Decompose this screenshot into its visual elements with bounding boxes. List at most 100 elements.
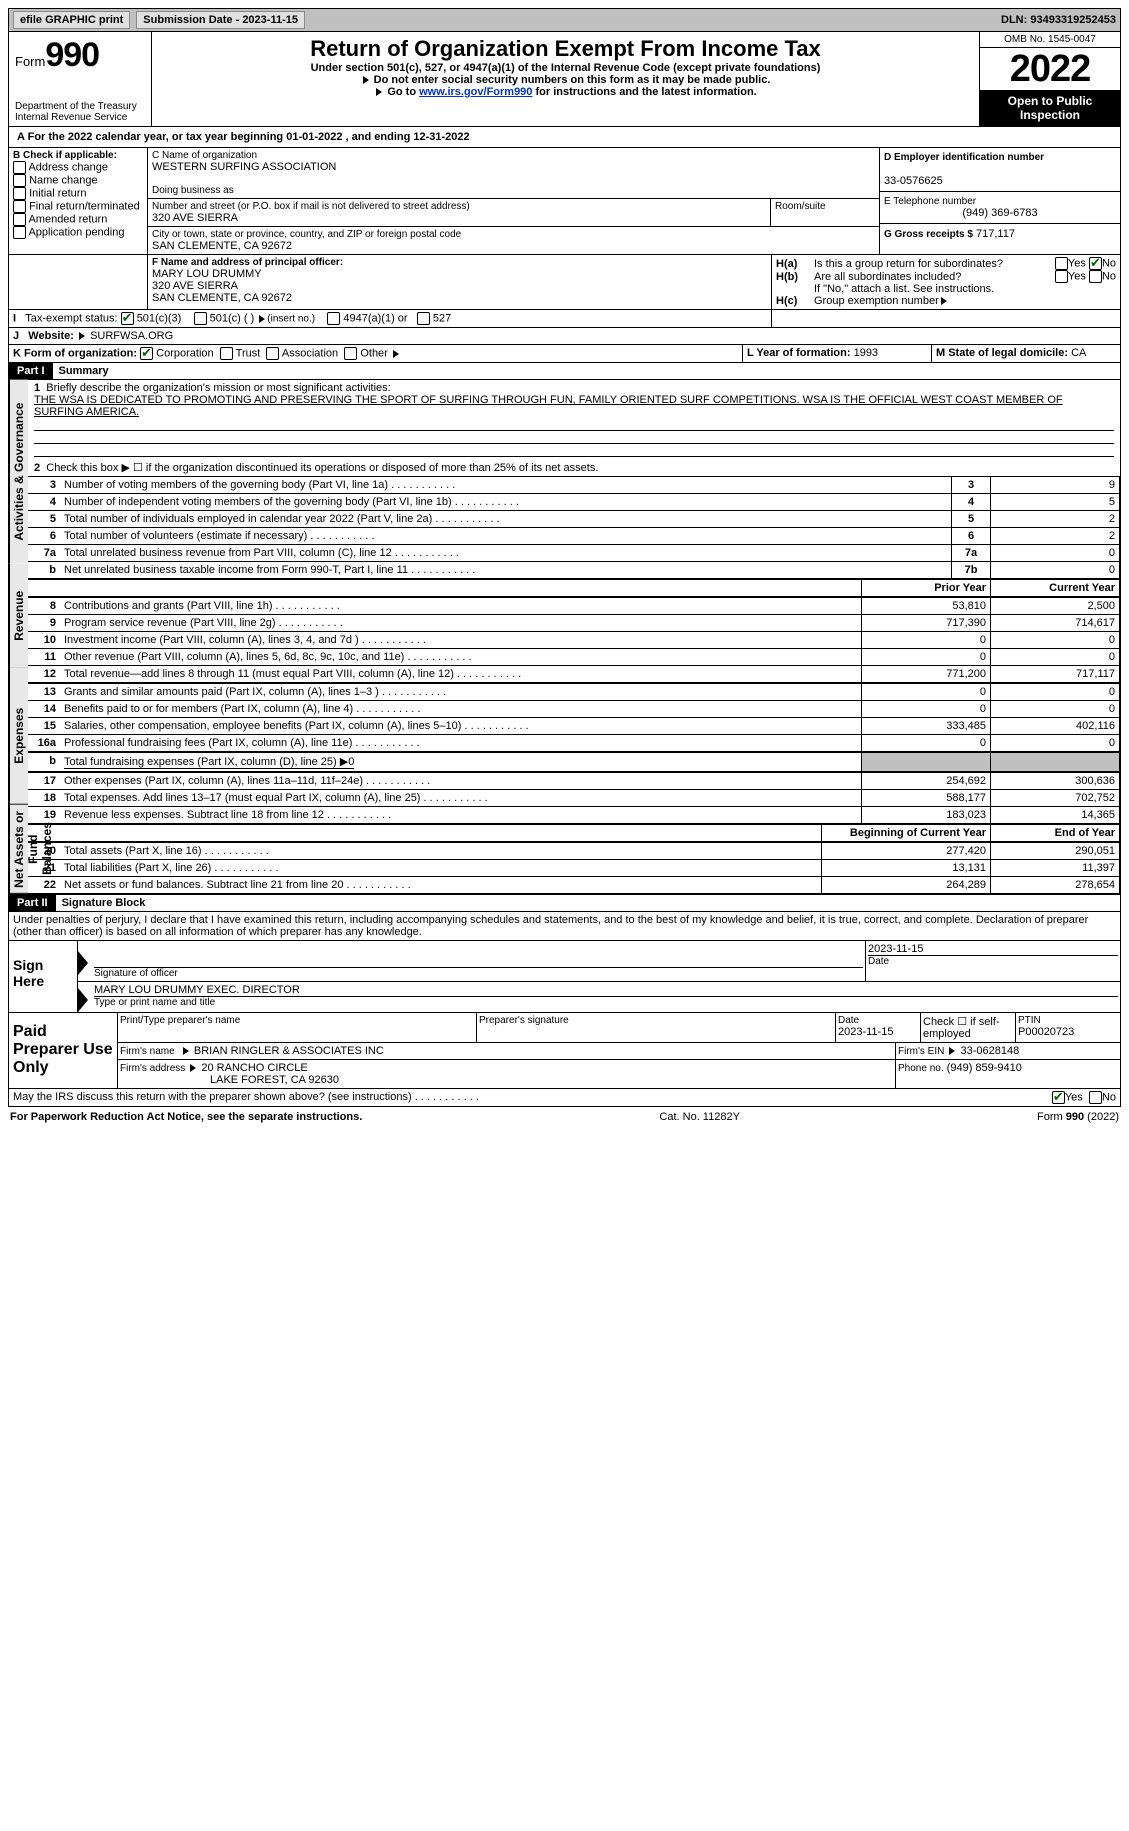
phone-label: E Telephone number bbox=[884, 196, 1116, 207]
officer-block: F Name and address of principal officer:… bbox=[8, 255, 1121, 310]
h-b-note: If "No," attach a list. See instructions… bbox=[776, 283, 1116, 295]
table-row: 22Net assets or fund balances. Subtract … bbox=[28, 877, 1120, 894]
ein-value: 33-0576625 bbox=[884, 175, 1116, 187]
gross-receipts-label: G Gross receipts $ bbox=[884, 229, 973, 240]
table-row: 3Number of voting members of the governi… bbox=[28, 477, 1120, 494]
firm-phone: (949) 859-9410 bbox=[947, 1062, 1022, 1074]
part1-body: Activities & Governance Revenue Expenses… bbox=[8, 380, 1121, 895]
assoc-checkbox[interactable] bbox=[266, 347, 279, 360]
table-row: 12Total revenue—add lines 8 through 11 (… bbox=[28, 666, 1120, 683]
discuss-line: May the IRS discuss this return with the… bbox=[8, 1089, 1121, 1107]
tax-year: 2022 bbox=[980, 48, 1120, 90]
501c-checkbox[interactable] bbox=[194, 312, 207, 325]
date-label: Date bbox=[868, 955, 1118, 967]
table-row: 14Benefits paid to or for members (Part … bbox=[28, 701, 1120, 718]
check-application-pending[interactable]: Application pending bbox=[13, 226, 143, 239]
501c3-checkbox[interactable] bbox=[121, 312, 134, 325]
527-checkbox[interactable] bbox=[417, 312, 430, 325]
officer-name: MARY LOU DRUMMY bbox=[152, 268, 767, 280]
firm-name: BRIAN RINGLER & ASSOCIATES INC bbox=[194, 1045, 384, 1057]
submission-date-button[interactable]: Submission Date - 2023-11-15 bbox=[136, 11, 305, 29]
revenue-table: 8Contributions and grants (Part VIII, li… bbox=[28, 597, 1120, 683]
table-row: 16aProfessional fundraising fees (Part I… bbox=[28, 735, 1120, 752]
table-row: 8Contributions and grants (Part VIII, li… bbox=[28, 598, 1120, 615]
ein-label: D Employer identification number bbox=[884, 152, 1116, 163]
netassets-table: 20Total assets (Part X, line 16)277,4202… bbox=[28, 842, 1120, 894]
arrow-icon bbox=[376, 88, 382, 96]
ha-no-checkbox[interactable] bbox=[1089, 257, 1102, 270]
hb-yes-checkbox[interactable] bbox=[1055, 270, 1068, 283]
line1-label: Briefly describe the organization's miss… bbox=[46, 382, 390, 394]
sign-here-label: Sign Here bbox=[9, 941, 78, 1012]
corp-checkbox[interactable] bbox=[140, 347, 153, 360]
addr-label: Number and street (or P.O. box if mail i… bbox=[152, 201, 766, 212]
phone-value: (949) 369-6783 bbox=[884, 207, 1116, 219]
type-name-label: Type or print name and title bbox=[94, 996, 1118, 1008]
table-row: 5Total number of individuals employed in… bbox=[28, 511, 1120, 528]
page-footer: For Paperwork Reduction Act Notice, see … bbox=[8, 1107, 1121, 1123]
ha-yes-checkbox[interactable] bbox=[1055, 257, 1068, 270]
paid-preparer-block: Paid Preparer Use Only Print/Type prepar… bbox=[8, 1013, 1121, 1089]
table-row: 10Investment income (Part VIII, column (… bbox=[28, 632, 1120, 649]
check-name-change[interactable]: Name change bbox=[13, 174, 143, 187]
city-state-zip: SAN CLEMENTE, CA 92672 bbox=[152, 240, 875, 252]
dept-treasury: Department of the Treasury bbox=[15, 101, 145, 112]
table-row: 13Grants and similar amounts paid (Part … bbox=[28, 684, 1120, 701]
other-checkbox[interactable] bbox=[344, 347, 357, 360]
discuss-no-checkbox[interactable] bbox=[1089, 1091, 1102, 1104]
form-header: Form990 Department of the Treasury Inter… bbox=[8, 32, 1121, 127]
firm-ein: 33-0628148 bbox=[960, 1045, 1019, 1057]
arrow-icon bbox=[363, 76, 369, 84]
org-name: WESTERN SURFING ASSOCIATION bbox=[152, 161, 875, 173]
box-f-label: F Name and address of principal officer: bbox=[152, 257, 767, 268]
open-inspection: Open to Public Inspection bbox=[980, 90, 1120, 126]
tab-revenue: Revenue bbox=[9, 564, 28, 669]
sig-officer-label: Signature of officer bbox=[94, 967, 863, 979]
trust-checkbox[interactable] bbox=[220, 347, 233, 360]
domicile-state: CA bbox=[1071, 347, 1086, 359]
tab-expenses: Expenses bbox=[9, 668, 28, 805]
city-label: City or town, state or province, country… bbox=[152, 229, 875, 240]
table-row: 15Salaries, other compensation, employee… bbox=[28, 718, 1120, 735]
hb-no-checkbox[interactable] bbox=[1089, 270, 1102, 283]
paid-preparer-label: Paid Preparer Use Only bbox=[9, 1013, 118, 1088]
sig-date-value: 2023-11-15 bbox=[868, 943, 1118, 955]
4947-checkbox[interactable] bbox=[327, 312, 340, 325]
expense-table: 13Grants and similar amounts paid (Part … bbox=[28, 683, 1120, 752]
omb-number: OMB No. 1545-0047 bbox=[980, 32, 1120, 48]
sign-here-block: Sign Here Signature of officer 2023-11-1… bbox=[8, 941, 1121, 1013]
governance-table: 3Number of voting members of the governi… bbox=[28, 476, 1120, 579]
check-address-change[interactable]: Address change bbox=[13, 161, 143, 174]
revenue-header: Prior YearCurrent Year bbox=[28, 579, 1120, 597]
table-row: 9Program service revenue (Part VIII, lin… bbox=[28, 615, 1120, 632]
formation-year: 1993 bbox=[854, 347, 878, 359]
table-row: 17Other expenses (Part IX, column (A), l… bbox=[28, 773, 1120, 790]
dln-label: DLN: 93493319252453 bbox=[1001, 14, 1116, 26]
table-row: 21Total liabilities (Part X, line 26)13,… bbox=[28, 860, 1120, 877]
org-name-label: C Name of organization bbox=[152, 150, 875, 161]
firm-addr1: 20 RANCHO CIRCLE bbox=[201, 1062, 307, 1074]
ssn-warning: Do not enter social security numbers on … bbox=[160, 74, 971, 86]
irs-label: Internal Revenue Service bbox=[15, 112, 145, 123]
table-row: 11Other revenue (Part VIII, column (A), … bbox=[28, 649, 1120, 666]
h-b-label: Are all subordinates included? bbox=[814, 271, 1055, 283]
line-16b: bTotal fundraising expenses (Part IX, co… bbox=[28, 752, 1120, 772]
officer-addr2: SAN CLEMENTE, CA 92672 bbox=[152, 292, 767, 304]
line-klm: K Form of organization: Corporation Trus… bbox=[8, 345, 1121, 363]
irs-link[interactable]: www.irs.gov/Form990 bbox=[419, 86, 532, 98]
officer-addr1: 320 AVE SIERRA bbox=[152, 280, 767, 292]
perjury-text: Under penalties of perjury, I declare th… bbox=[8, 912, 1121, 941]
efile-print-button[interactable]: efile GRAPHIC print bbox=[13, 11, 130, 29]
table-row: bNet unrelated business taxable income f… bbox=[28, 562, 1120, 579]
signature-arrow-icon bbox=[78, 988, 88, 1012]
part-2-header: Part II Signature Block bbox=[8, 895, 1121, 912]
check-final-return[interactable]: Final return/terminated bbox=[13, 200, 143, 213]
form-title: Return of Organization Exempt From Incom… bbox=[160, 36, 971, 62]
form-number: Form990 bbox=[15, 36, 145, 75]
check-initial-return[interactable]: Initial return bbox=[13, 187, 143, 200]
discuss-yes-checkbox[interactable] bbox=[1052, 1091, 1065, 1104]
officer-typed-name: MARY LOU DRUMMY EXEC. DIRECTOR bbox=[94, 984, 1118, 996]
check-amended-return[interactable]: Amended return bbox=[13, 213, 143, 226]
street-address: 320 AVE SIERRA bbox=[152, 212, 766, 224]
gross-receipts-value: 717,117 bbox=[976, 228, 1015, 240]
